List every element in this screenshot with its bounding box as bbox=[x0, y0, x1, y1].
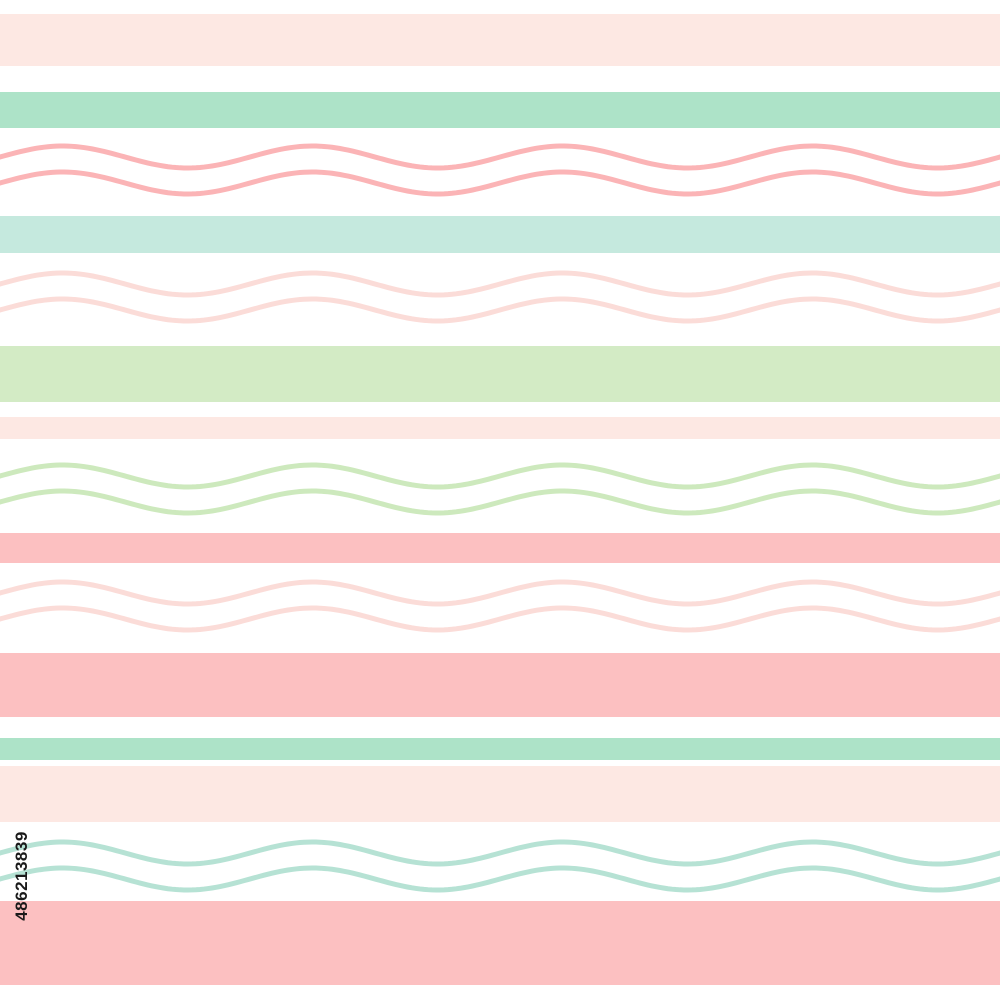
wave-group-pink bbox=[0, 143, 1000, 197]
stripe-mint-1 bbox=[0, 92, 1000, 128]
wave-group-pale-pink-1 bbox=[0, 270, 1000, 324]
stripe-pink-wide bbox=[0, 653, 1000, 717]
wave-line-upper bbox=[0, 579, 1000, 607]
wave-line-lower bbox=[0, 605, 1000, 633]
stripe-light-green bbox=[0, 346, 1000, 402]
stripe-pink-1 bbox=[0, 533, 1000, 563]
wave-line-lower bbox=[0, 488, 1000, 516]
stripe-pale-mint bbox=[0, 216, 1000, 253]
wave-line-lower bbox=[0, 296, 1000, 324]
wave-line-upper bbox=[0, 270, 1000, 298]
stripe-mint-2 bbox=[0, 738, 1000, 760]
stripe-peach-thin bbox=[0, 417, 1000, 439]
wave-line-upper bbox=[0, 462, 1000, 490]
wave-layer bbox=[0, 143, 1000, 893]
wave-group-mint bbox=[0, 839, 1000, 893]
stock-id-label: 486213839 bbox=[12, 831, 31, 921]
wave-line-lower bbox=[0, 169, 1000, 197]
stripe-layer bbox=[0, 14, 1000, 985]
wave-group-pale-pink-2 bbox=[0, 579, 1000, 633]
stripe-peach-top bbox=[0, 14, 1000, 66]
wave-group-green bbox=[0, 462, 1000, 516]
wave-line-upper bbox=[0, 839, 1000, 867]
wave-line-upper bbox=[0, 143, 1000, 171]
wave-line-lower bbox=[0, 865, 1000, 893]
stripe-peach-lower bbox=[0, 766, 1000, 822]
stripe-pink-bottom bbox=[0, 901, 1000, 985]
